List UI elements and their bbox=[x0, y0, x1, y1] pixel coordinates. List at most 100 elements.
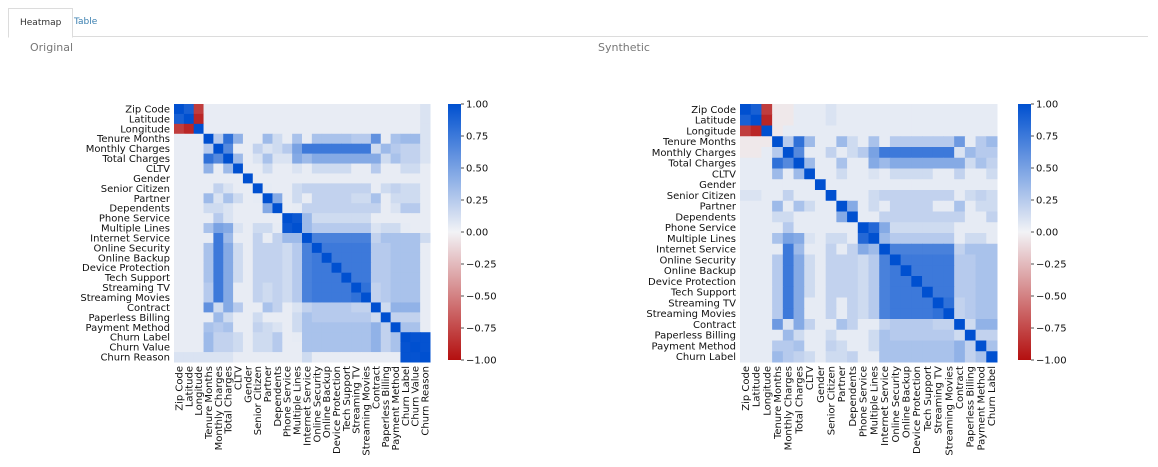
heatmap-cell bbox=[174, 292, 185, 303]
row-label: Online Backup bbox=[664, 266, 736, 277]
heatmap-cell bbox=[793, 104, 805, 116]
heatmap-cell bbox=[311, 143, 323, 155]
heatmap-cell bbox=[193, 332, 205, 343]
heatmap-cell bbox=[793, 157, 805, 169]
heatmap-cell bbox=[242, 193, 254, 204]
heatmap-cell bbox=[321, 282, 333, 294]
heatmap-cell bbox=[772, 157, 784, 169]
heatmap-cell bbox=[793, 125, 805, 137]
heatmap-cell bbox=[174, 352, 185, 363]
heatmap-cell bbox=[740, 329, 752, 341]
heatmap-cell bbox=[954, 276, 966, 288]
heatmap-cell bbox=[911, 243, 923, 255]
heatmap-cell bbox=[879, 351, 891, 363]
heatmap-cell bbox=[825, 136, 837, 148]
heatmap-cell bbox=[321, 203, 333, 214]
heatmap-cell bbox=[302, 163, 313, 174]
heatmap-cell bbox=[922, 297, 934, 309]
tab-table[interactable]: Table bbox=[74, 17, 98, 27]
heatmap-cell bbox=[847, 276, 859, 288]
heatmap-cell bbox=[223, 213, 234, 224]
heatmap-cell bbox=[889, 190, 902, 202]
heatmap-cell bbox=[341, 113, 352, 125]
heatmap-cell bbox=[932, 222, 944, 234]
heatmap-cell bbox=[380, 262, 392, 274]
heatmap-cell bbox=[361, 233, 372, 244]
heatmap-cell bbox=[954, 265, 966, 277]
heatmap-cell bbox=[900, 233, 912, 245]
heatmap-cell bbox=[911, 125, 923, 137]
heatmap-cell bbox=[857, 254, 869, 266]
heatmap-cell bbox=[740, 104, 752, 116]
heatmap-cell bbox=[772, 147, 784, 159]
heatmap-cell bbox=[292, 322, 303, 333]
row-label: Tenure Months bbox=[96, 134, 170, 145]
heatmap-cell bbox=[750, 168, 762, 180]
heatmap-cell bbox=[311, 173, 323, 184]
heatmap-cell bbox=[302, 352, 313, 363]
heatmap-cell bbox=[954, 329, 966, 341]
heatmap-cell bbox=[410, 233, 421, 244]
heatmap-cell bbox=[242, 342, 254, 353]
row-label: Paperless Billing bbox=[654, 331, 736, 342]
heatmap-cell bbox=[262, 322, 273, 333]
heatmap-cell bbox=[932, 351, 944, 363]
heatmap-cell bbox=[233, 143, 244, 155]
heatmap-cell bbox=[943, 125, 955, 137]
heatmap-cell bbox=[361, 183, 372, 194]
heatmap-cell bbox=[282, 302, 293, 313]
heatmap-cell bbox=[761, 308, 773, 320]
heatmap-cell bbox=[986, 340, 998, 352]
heatmap-cell bbox=[233, 193, 244, 204]
heatmap-cell bbox=[889, 114, 902, 126]
heatmap-cell bbox=[282, 213, 293, 224]
heatmap-cell bbox=[331, 143, 342, 155]
heatmap-cell bbox=[302, 332, 313, 343]
heatmap-cell bbox=[814, 104, 827, 116]
heatmap-cell bbox=[174, 183, 185, 194]
heatmap-cell bbox=[282, 292, 293, 303]
heatmap-cell bbox=[847, 104, 859, 116]
heatmap-cell bbox=[868, 168, 880, 180]
heatmap-cell bbox=[174, 242, 185, 254]
heatmap-cell bbox=[889, 147, 902, 159]
heatmap-cell bbox=[889, 243, 902, 255]
column-label: Partner bbox=[263, 365, 274, 402]
heatmap-cell bbox=[879, 222, 891, 234]
heatmap-cell bbox=[311, 183, 323, 194]
heatmap-cell bbox=[782, 340, 795, 352]
heatmap-cell bbox=[986, 319, 998, 331]
heatmap-cell bbox=[390, 242, 401, 254]
heatmap-cell bbox=[772, 168, 784, 180]
heatmap-cell bbox=[782, 243, 795, 255]
heatmap-cell bbox=[868, 265, 880, 277]
heatmap-cell bbox=[390, 352, 401, 363]
tab-heatmap[interactable]: Heatmap bbox=[8, 8, 74, 38]
heatmap-cell bbox=[868, 125, 880, 137]
heatmap-cell bbox=[825, 329, 837, 341]
heatmap-cell bbox=[380, 342, 392, 353]
heatmap-cell bbox=[262, 252, 273, 264]
row-label: Phone Service bbox=[99, 214, 170, 225]
heatmap-cell bbox=[361, 153, 372, 165]
heatmap-cell bbox=[380, 282, 392, 294]
heatmap-cell bbox=[252, 233, 264, 244]
heatmap-cell bbox=[370, 153, 382, 165]
heatmap-cell bbox=[203, 342, 214, 353]
heatmap-cell bbox=[879, 104, 891, 116]
heatmap-cell bbox=[282, 312, 293, 323]
heatmap-cell bbox=[380, 173, 392, 184]
heatmap-cell bbox=[943, 351, 955, 363]
heatmap-cell bbox=[761, 222, 773, 234]
heatmap-cell bbox=[193, 104, 205, 115]
heatmap-cell bbox=[740, 308, 752, 320]
heatmap-cell bbox=[750, 104, 762, 116]
heatmap-cell bbox=[223, 262, 234, 274]
heatmap-cell bbox=[793, 351, 805, 363]
row-label: Churn Value bbox=[109, 343, 170, 354]
row-label: Churn Label bbox=[676, 352, 736, 363]
row-label: Gender bbox=[699, 180, 737, 191]
heatmap-cell bbox=[932, 308, 944, 320]
heatmap-cell bbox=[932, 340, 944, 352]
heatmap-cell bbox=[750, 211, 762, 223]
